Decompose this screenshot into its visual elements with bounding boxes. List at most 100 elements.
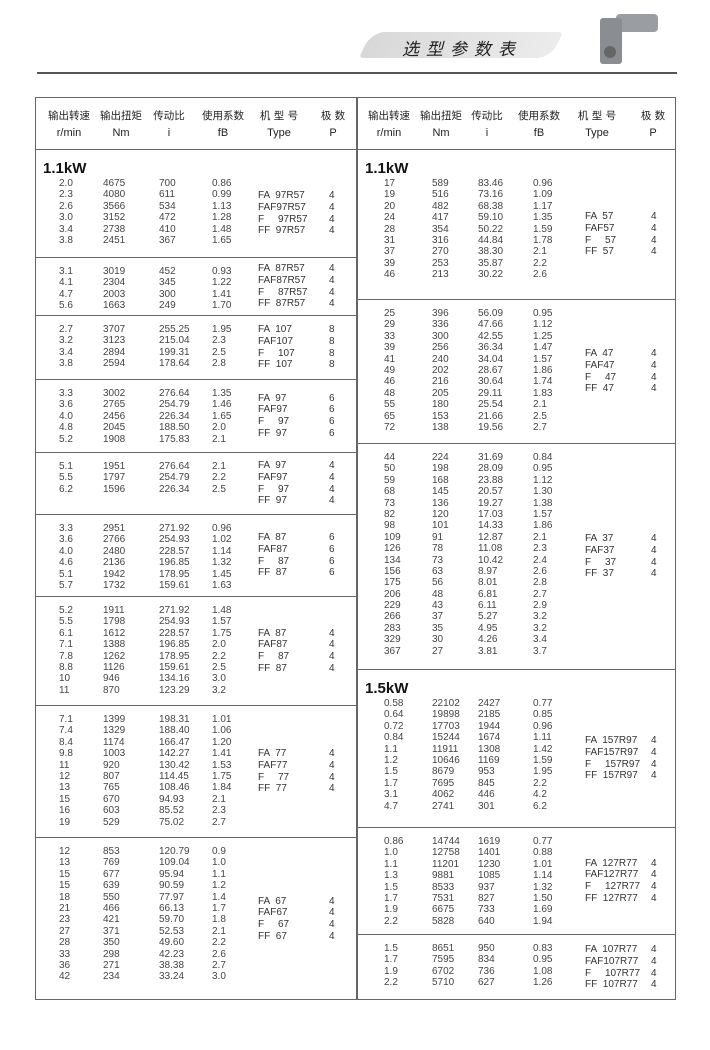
type-row: FA 87 4 — [258, 628, 358, 640]
output-speed-cell: 0.86 — [384, 836, 404, 847]
service-factor-cell: 1.47 — [533, 342, 553, 354]
output-torque-cell: 670 — [103, 793, 120, 805]
table-row: 46 216 30.64 1.74 — [357, 376, 557, 387]
table-row: 13 765 108.46 1.84 — [35, 782, 235, 793]
model-type: FAF127R77 — [585, 869, 639, 881]
output-torque-cell: 17703 — [432, 720, 460, 732]
table-row: 367 27 3.81 3.7 — [357, 646, 557, 657]
data-rows: 2.0 4675 700 0.86 2.3 4080 611 0.99 2.6 3566 534 1.… — [35, 178, 235, 246]
type-row: F 97R57 4 — [258, 214, 358, 226]
table-row: 98 101 14.33 1.86 — [357, 520, 557, 531]
ratio-cell: 188.50 — [159, 422, 190, 434]
output-torque-cell: 63 — [432, 565, 444, 577]
ratio-cell: 17.03 — [478, 508, 504, 520]
output-torque-cell: 136 — [432, 497, 449, 509]
output-torque-cell: 3002 — [103, 388, 126, 399]
table-row: 2.3 4080 611 0.99 — [35, 189, 235, 200]
service-factor-cell: 1.70 — [212, 300, 232, 312]
service-factor-cell: 1.22 — [212, 277, 232, 289]
output-speed-cell: 13 — [59, 857, 71, 869]
table-row: 8.8 1126 159.61 2.5 — [35, 662, 235, 673]
output-speed-cell: 50 — [384, 463, 396, 475]
table-row: 23 421 59.70 1.8 — [35, 914, 235, 925]
ratio-cell: 1401 — [478, 847, 501, 859]
data-rows: 25 396 56.09 0.95 29 336 47.66 1.12 33 300 42.55 1.… — [357, 308, 557, 433]
type-row: FF 107 8 — [258, 359, 358, 371]
output-speed-cell: 3.4 — [59, 346, 73, 358]
output-torque-cell: 2304 — [103, 277, 126, 289]
service-factor-cell: 1.63 — [212, 579, 232, 591]
service-factor-cell: 0.84 — [533, 452, 553, 463]
output-speed-cell: 3.8 — [59, 234, 73, 246]
output-torque-cell: 91 — [432, 531, 444, 543]
ratio-cell: 1619 — [478, 836, 501, 847]
service-factor-cell: 2.2 — [533, 777, 547, 789]
type-row: F 47 4 — [585, 372, 685, 384]
output-torque-cell: 3707 — [103, 324, 126, 335]
output-torque-cell: 589 — [432, 178, 449, 189]
ratio-cell: 12.87 — [478, 531, 504, 543]
output-speed-cell: 11 — [59, 759, 70, 771]
model-type: FF 107 — [258, 359, 293, 371]
column-header-zh: 机 型 号 — [259, 110, 299, 122]
output-torque-cell: 298 — [103, 948, 120, 960]
pole-count: 4 — [329, 298, 335, 310]
ratio-cell: 4.95 — [478, 622, 498, 634]
column-header-en: Nm — [432, 127, 450, 139]
service-factor-cell: 0.77 — [533, 698, 553, 709]
service-factor-cell: 3.2 — [212, 684, 226, 696]
table-row: 109 91 12.87 2.1 — [357, 532, 557, 543]
output-speed-cell: 28 — [384, 223, 396, 235]
table-row: 3.4 2894 199.31 2.5 — [35, 347, 235, 358]
output-speed-cell: 16 — [59, 805, 71, 817]
ratio-cell: 56.09 — [478, 308, 504, 319]
service-factor-cell: 1.0 — [212, 857, 226, 869]
ratio-cell: 178.95 — [159, 568, 190, 580]
pole-count: 8 — [329, 347, 335, 359]
type-row: F 157R97 4 — [585, 759, 685, 771]
type-row: FA 87R57 4 — [258, 263, 358, 275]
model-type: FA 67 — [258, 895, 287, 907]
model-type: F 107 — [258, 347, 295, 359]
output-speed-cell: 229 — [384, 600, 401, 612]
model-type: FF 87R57 — [258, 298, 306, 310]
model-type: FF 97R57 — [258, 225, 306, 237]
data-rows: 5.1 1951 276.64 2.1 5.5 1797 254.79 2.2 6.2 1596 2… — [35, 461, 235, 495]
output-speed-cell: 46 — [384, 376, 396, 388]
type-row: FF 107R77 4 — [585, 979, 685, 991]
output-speed-cell: 3.1 — [384, 789, 398, 801]
model-type: FF 97 — [258, 495, 287, 507]
output-torque-cell: 4080 — [103, 189, 126, 201]
ratio-cell: 196.85 — [159, 639, 190, 651]
ratio-cell: 85.52 — [159, 805, 185, 817]
type-row: FAF87 6 — [258, 544, 358, 556]
ratio-cell: 8.97 — [478, 565, 498, 577]
type-row: FA 47 4 — [585, 348, 685, 360]
ratio-cell: 367 — [159, 234, 176, 246]
type-row: FF 67 4 — [258, 931, 358, 943]
table-row: 65 153 21.66 2.5 — [357, 411, 557, 422]
table-section: 1.5kW 0.58 22102 2427 0.77 0.64 19898 2185 0.85 0… — [357, 670, 676, 828]
output-torque-cell: 421 — [103, 914, 120, 926]
output-speed-cell: 25 — [384, 308, 396, 319]
model-type: F 67 — [258, 919, 290, 930]
ratio-cell: 611 — [159, 189, 175, 201]
output-speed-cell: 17 — [384, 178, 396, 189]
pole-count: 4 — [329, 460, 335, 472]
column-header-zh: 传动比 — [471, 110, 503, 122]
ratio-cell: 75.02 — [159, 816, 185, 828]
table-row: 6.2 1596 226.34 2.5 — [35, 484, 235, 495]
output-torque-cell: 240 — [432, 353, 449, 365]
output-torque-cell: 2045 — [103, 422, 126, 434]
output-torque-cell: 7531 — [432, 892, 455, 904]
service-factor-cell: 1.84 — [212, 782, 232, 794]
pole-count: 4 — [651, 246, 657, 258]
service-factor-cell: 1.78 — [533, 234, 553, 246]
service-factor-cell: 0.96 — [533, 720, 553, 732]
ratio-cell: 134.16 — [159, 673, 190, 685]
type-row: FF 97 6 — [258, 428, 358, 440]
ratio-cell: 255.25 — [159, 324, 190, 335]
type-row: F 97 4 — [258, 484, 358, 496]
pole-count: 4 — [651, 869, 657, 881]
output-speed-cell: 109 — [384, 531, 401, 543]
